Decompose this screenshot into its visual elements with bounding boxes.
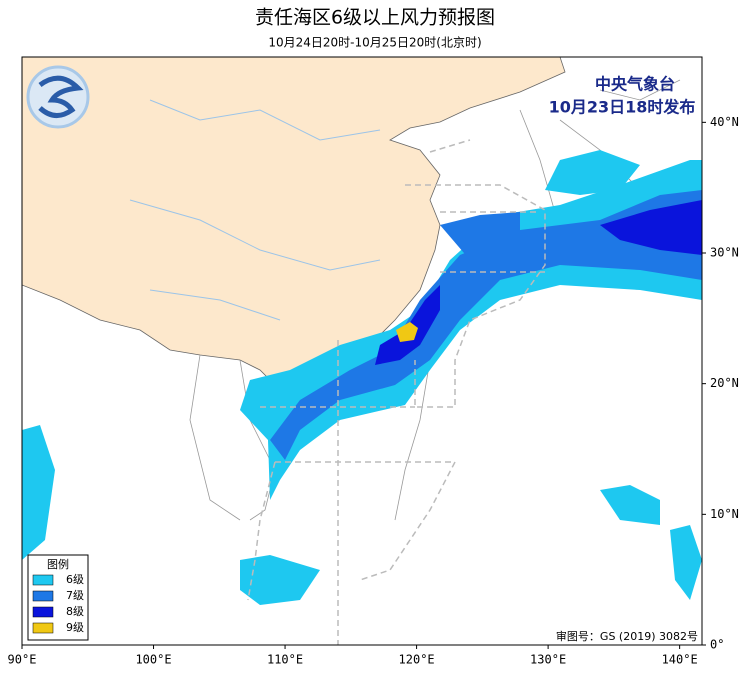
frame [21, 56, 703, 646]
x-tick-label: 100°E [135, 653, 171, 667]
agency: 中央气象台 [595, 75, 675, 94]
y-tick-label: 10°N [710, 507, 739, 521]
subtitle: 10月24日20时-10月25日20时(北京时) [268, 36, 481, 50]
x-tick-label: 130°E [530, 653, 566, 667]
wind-area [396, 322, 418, 342]
wind-area [440, 212, 520, 260]
approval: 审图号：GS (2019) 3082号 [556, 629, 698, 643]
x-tick-label: 120°E [399, 653, 435, 667]
issued: 10月23日18时发布 [549, 98, 696, 117]
wind-area [375, 285, 440, 365]
x-tick-label: 140°E [662, 653, 698, 667]
map-area [22, 57, 702, 645]
wind-areas [22, 150, 702, 605]
legend-title: 图例 [47, 557, 69, 571]
y-tick-label: 20°N [710, 376, 739, 390]
legend-label: 8级 [66, 605, 84, 618]
wind-area [600, 485, 660, 525]
rivers [129, 99, 381, 321]
x-tick-label: 110°E [267, 653, 303, 667]
wind-area [600, 200, 702, 255]
legend: 图例 6级 7级 8级 9级 [27, 554, 89, 641]
logo [26, 65, 90, 129]
y-tick-label: 40°N [710, 115, 739, 129]
logo-mark [38, 75, 84, 118]
legend-label: 6级 [66, 573, 84, 586]
wind-area [270, 190, 702, 460]
y-tick-label: 0° [710, 638, 724, 652]
legend-swatch [32, 606, 54, 618]
land-china [22, 57, 566, 386]
legend-swatch [32, 590, 54, 602]
y-tick-label: 30°N [710, 246, 739, 260]
wind-area [670, 525, 702, 600]
legend-label: 7级 [66, 589, 84, 602]
x-tick-label: 90°E [8, 653, 37, 667]
legend-swatch [32, 574, 54, 586]
wind-area [545, 150, 640, 195]
wind-area [240, 555, 320, 605]
title: 责任海区6级以上风力预报图 [255, 7, 495, 29]
responsibility-zones [247, 139, 546, 645]
legend-label: 9级 [66, 621, 84, 634]
wind-area [22, 425, 55, 560]
legend-swatch [32, 622, 54, 634]
